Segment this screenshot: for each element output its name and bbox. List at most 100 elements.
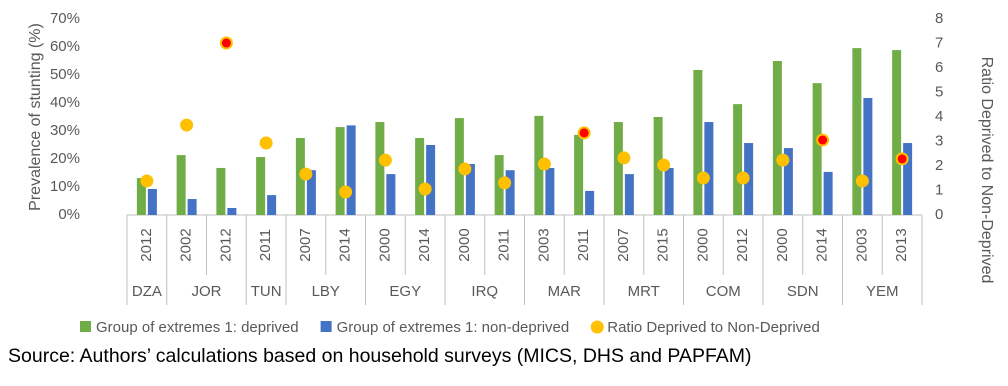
bar [664,167,674,215]
ratio-point [577,126,591,140]
bar [545,167,555,215]
bar [624,174,634,215]
ratio-point [537,157,551,171]
group-label: SDN [787,283,819,300]
ratio-point [617,151,631,165]
bar [227,208,237,215]
y2-tick-label: 7 [935,34,943,51]
bar [375,122,385,215]
y-tick-label: 40% [50,94,80,111]
group-label: IRQ [471,283,498,300]
group-label: YEM [866,283,899,300]
ratio-point [339,185,353,199]
bar [216,167,226,215]
ratio-point [498,176,512,190]
x-tick-label: 2002 [178,228,195,261]
ratio-point [657,158,671,172]
bar [863,97,873,215]
ratio-point [458,162,472,176]
y2-tick-label: 0 [935,206,943,223]
bar [613,122,623,215]
group-label: MRT [628,283,660,300]
ratio-point [140,174,154,188]
ratio-point [219,36,233,50]
y2-tick-label: 4 [935,108,943,125]
bar [733,104,743,215]
x-tick-label: 2011 [575,229,592,261]
y-tick-label: 60% [50,38,80,55]
x-tick-label: 2003 [535,228,552,261]
bar [823,171,833,215]
bar [693,69,703,216]
x-tick-label: 2014 [814,228,831,261]
legend-marker [320,321,332,332]
x-tick-label: 2012 [138,228,155,261]
y-tick-label: 10% [50,178,80,195]
ratio-point [855,174,869,188]
legend-label: Group of extremes 1: non-deprived [337,319,570,336]
x-tick-label: 2003 [853,228,870,261]
ratio-point [696,171,710,185]
x-tick-label: 2014 [416,228,433,261]
ratio-point [776,153,790,167]
x-tick-label: 2007 [615,228,632,261]
x-tick-label: 2014 [337,228,354,261]
y-tick-label: 0% [58,206,80,223]
group-label: EGY [389,283,421,300]
bar [772,61,782,215]
bar [346,125,356,215]
bar [386,174,396,215]
bar [256,157,266,215]
ratio-point [378,153,392,167]
x-tick-label: 2011 [496,229,513,261]
bar [335,127,345,215]
bar [187,199,197,215]
x-tick-label: 2000 [694,228,711,261]
bar [892,50,902,215]
group-label: DZA [132,283,162,300]
y2-tick-label: 8 [935,10,943,27]
bar [306,170,316,215]
x-tick-label: 2013 [893,228,910,261]
bar [415,138,425,215]
bar [267,195,277,215]
bar [704,122,714,215]
bar [465,164,475,215]
x-tick-label: 2015 [655,228,672,261]
group-label: COM [706,283,741,300]
bar [812,83,822,216]
ratio-point [259,136,273,150]
y-tick-label: 20% [50,150,80,167]
legend-label: Group of extremes 1: deprived [96,319,299,336]
bar [147,188,157,215]
y2-axis-title: Ratio Deprived to Non-Deprived [978,57,995,284]
y2-tick-label: 1 [935,181,943,198]
bar [852,48,862,216]
legend-marker [590,320,604,334]
ratio-point [418,182,432,196]
x-tick-label: 2012 [734,228,751,261]
bar [176,155,186,215]
ratio-point [736,171,750,185]
y-axis-title: Prevalence of stunting (%) [27,23,44,211]
group-label: JOR [192,283,222,300]
y2-tick-label: 2 [935,157,943,174]
bar [574,134,584,215]
y-tick-label: 70% [50,10,80,27]
x-tick-label: 2011 [257,229,274,261]
x-tick-label: 2012 [217,228,234,261]
bar [136,178,146,215]
group-label: LBY [312,283,340,300]
ratio-point [299,167,313,181]
x-tick-label: 2000 [774,228,791,261]
y-tick-label: 30% [50,122,80,139]
x-tick-label: 2000 [376,228,393,261]
y2-tick-label: 3 [935,132,943,149]
ratio-point [180,118,194,132]
group-label: TUN [251,283,282,300]
legend-label: Ratio Deprived to Non-Deprived [607,319,820,336]
group-label: MAR [548,283,582,300]
legend-marker [80,321,91,332]
x-tick-label: 2007 [297,228,314,261]
